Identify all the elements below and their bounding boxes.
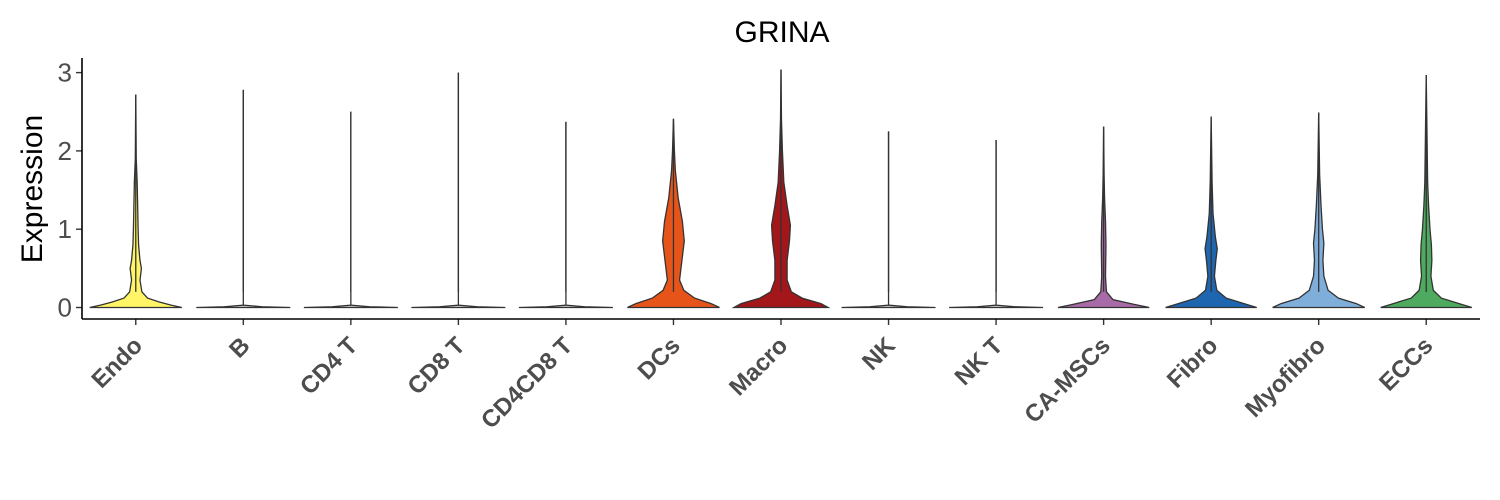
x-tick-label: NK T <box>950 332 1009 391</box>
x-tick-label: Macro <box>724 332 793 401</box>
y-tick-label: 3 <box>58 58 72 88</box>
x-axis-ticks: Endo B CD4 T CD8 T CD4CD8 T DCs Macro NK NK T CA-… <box>86 319 1438 434</box>
x-tick-label: DCs <box>633 332 686 385</box>
x-tick-label: Endo <box>86 332 148 394</box>
x-tick-label: B <box>224 332 255 363</box>
x-tick-label: Fibro <box>1162 332 1224 394</box>
x-tick-label: ECCs <box>1374 332 1438 396</box>
chart-title: GRINA <box>734 16 829 49</box>
x-tick-label: CD4CD8 T <box>476 332 578 434</box>
x-tick-label: CD8 T <box>403 332 471 400</box>
y-tick-label: 2 <box>58 136 72 166</box>
y-tick-label: 1 <box>58 214 72 244</box>
x-tick-label: Myofibro <box>1240 332 1331 423</box>
x-tick-label: CA-MSCs <box>1019 332 1115 428</box>
x-tick-label: CD4 T <box>295 332 363 400</box>
y-axis-ticks: 0 1 2 3 <box>58 58 82 323</box>
y-axis-label: Expression <box>16 115 49 263</box>
violin-marks <box>89 69 1473 309</box>
y-tick-label: 0 <box>58 293 72 323</box>
x-tick-label: NK <box>857 332 901 376</box>
